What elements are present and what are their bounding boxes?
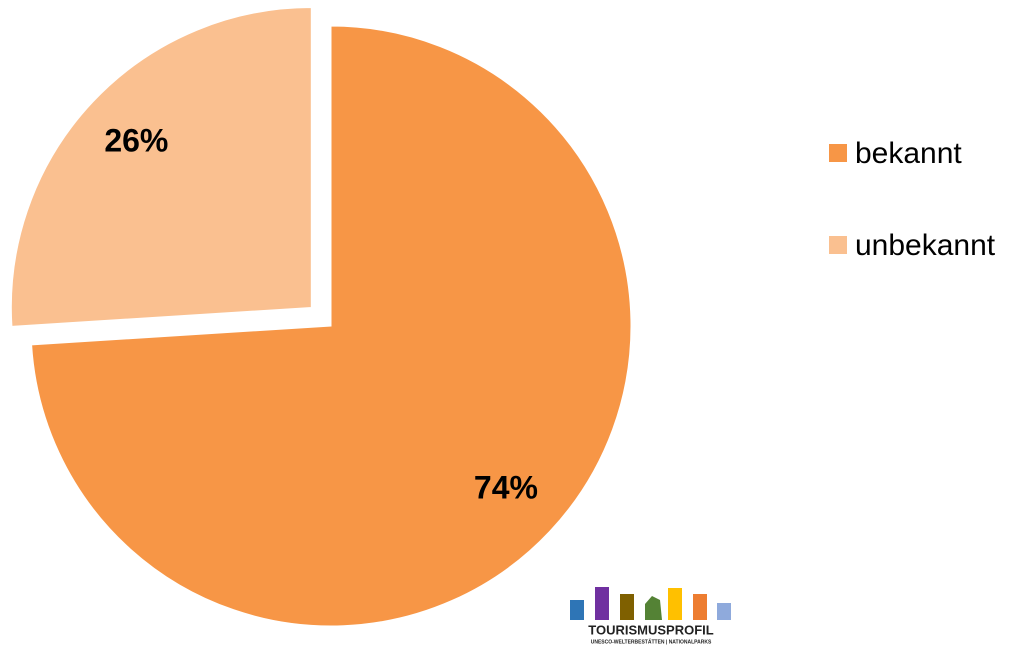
data-label: 74%	[474, 470, 538, 506]
logo-map	[645, 596, 662, 620]
logo-bar	[693, 594, 707, 620]
logo-bar	[595, 587, 609, 620]
pie-slice	[10, 7, 312, 327]
logo-bar	[570, 600, 584, 620]
data-label: 26%	[104, 123, 168, 159]
legend-label: unbekannt	[855, 229, 996, 262]
logo-bar	[620, 594, 634, 620]
logo-bar	[717, 603, 731, 620]
legend-label: bekannt	[855, 137, 962, 170]
legend-swatch	[829, 144, 847, 162]
pie-slice	[31, 25, 632, 627]
logo: TOURISMUSPROFIL UNESCO-WELTERBESTÄTTEN |…	[570, 587, 731, 645]
logo-subtitle: UNESCO-WELTERBESTÄTTEN | NATIONALPARKS	[591, 638, 712, 645]
logo-bar	[668, 588, 682, 620]
legend-swatch	[829, 236, 847, 254]
logo-title: TOURISMUSPROFIL	[588, 622, 713, 637]
